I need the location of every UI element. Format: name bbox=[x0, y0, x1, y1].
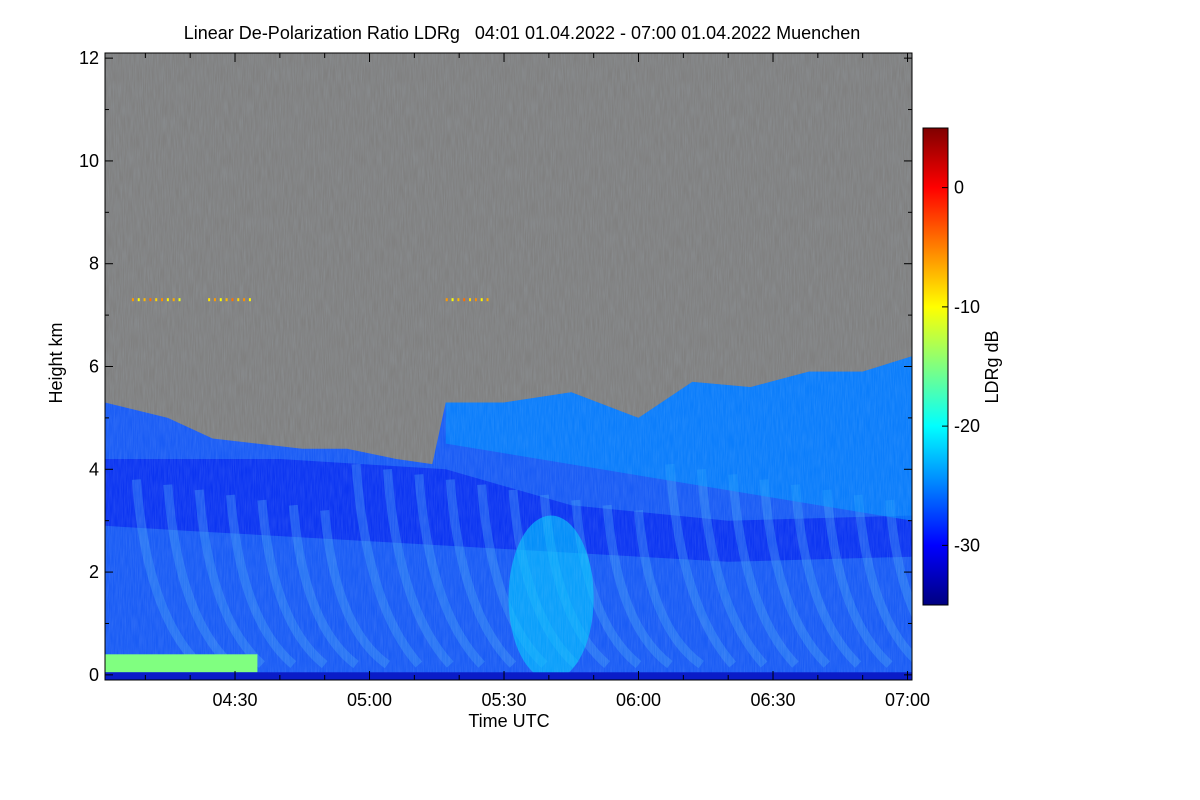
cirrus-point bbox=[161, 298, 164, 302]
x-tick-label: 04:30 bbox=[212, 690, 257, 710]
cirrus-point bbox=[155, 298, 158, 302]
cirrus-point bbox=[243, 298, 246, 302]
cirrus-point bbox=[237, 298, 240, 302]
cirrus-point bbox=[248, 298, 251, 302]
colorbar-tick-label: -10 bbox=[954, 297, 980, 317]
y-tick-label: 12 bbox=[79, 48, 99, 68]
colorbar-tick-label: -30 bbox=[954, 535, 980, 555]
cirrus-point bbox=[480, 298, 483, 302]
colorbar-tick-label: 0 bbox=[954, 178, 964, 198]
cirrus-point bbox=[474, 298, 477, 302]
cirrus-point bbox=[219, 298, 222, 302]
x-axis: 04:30 05:00 05:30 06:00 06:30 07:00 bbox=[144, 53, 930, 710]
cirrus-point bbox=[457, 298, 460, 302]
y-axis-label: Height km bbox=[46, 322, 66, 403]
y-tick-label: 0 bbox=[89, 665, 99, 685]
signal-texture bbox=[105, 53, 912, 680]
ground-base-layer bbox=[105, 672, 912, 680]
y-tick-label: 4 bbox=[89, 459, 99, 479]
x-axis-label: Time UTC bbox=[468, 711, 549, 731]
x-tick-label: 06:00 bbox=[616, 690, 661, 710]
cirrus-point bbox=[143, 298, 146, 302]
y-tick-label: 8 bbox=[89, 254, 99, 274]
x-tick-label: 06:30 bbox=[750, 690, 795, 710]
x-tick-label: 05:30 bbox=[481, 690, 526, 710]
cirrus-point bbox=[231, 298, 234, 302]
x-tick-label: 05:00 bbox=[347, 690, 392, 710]
y-tick-label: 2 bbox=[89, 562, 99, 582]
colorbar-label: LDRg dB bbox=[982, 330, 1002, 403]
cirrus-points bbox=[131, 298, 489, 302]
plot-area bbox=[105, 53, 912, 680]
cirrus-point bbox=[149, 298, 152, 302]
cirrus-point bbox=[137, 298, 140, 302]
near-surface-aerosol-layer bbox=[105, 654, 258, 673]
cirrus-point bbox=[172, 298, 175, 302]
cirrus-point bbox=[213, 298, 216, 302]
cirrus-point bbox=[166, 298, 169, 302]
y-tick-label: 10 bbox=[79, 151, 99, 171]
cirrus-point bbox=[178, 298, 181, 302]
x-tick-label: 07:00 bbox=[885, 690, 930, 710]
cirrus-point bbox=[131, 298, 134, 302]
cirrus-point bbox=[445, 298, 448, 302]
cirrus-point bbox=[469, 298, 472, 302]
colorbar bbox=[922, 127, 949, 606]
colorbar-tick-label: -20 bbox=[954, 416, 980, 436]
cirrus-point bbox=[208, 298, 211, 302]
cirrus-point bbox=[451, 298, 454, 302]
cirrus-point bbox=[225, 298, 228, 302]
cirrus-point bbox=[463, 298, 466, 302]
y-axis: 0 2 4 6 8 10 12 bbox=[79, 48, 912, 685]
chart-title: Linear De-Polarization Ratio LDRg 04:01 … bbox=[184, 23, 860, 43]
y-tick-label: 6 bbox=[89, 357, 99, 377]
cirrus-point bbox=[486, 298, 489, 302]
colorbar-ticks: 0 -10 -20 -30 bbox=[942, 178, 980, 555]
